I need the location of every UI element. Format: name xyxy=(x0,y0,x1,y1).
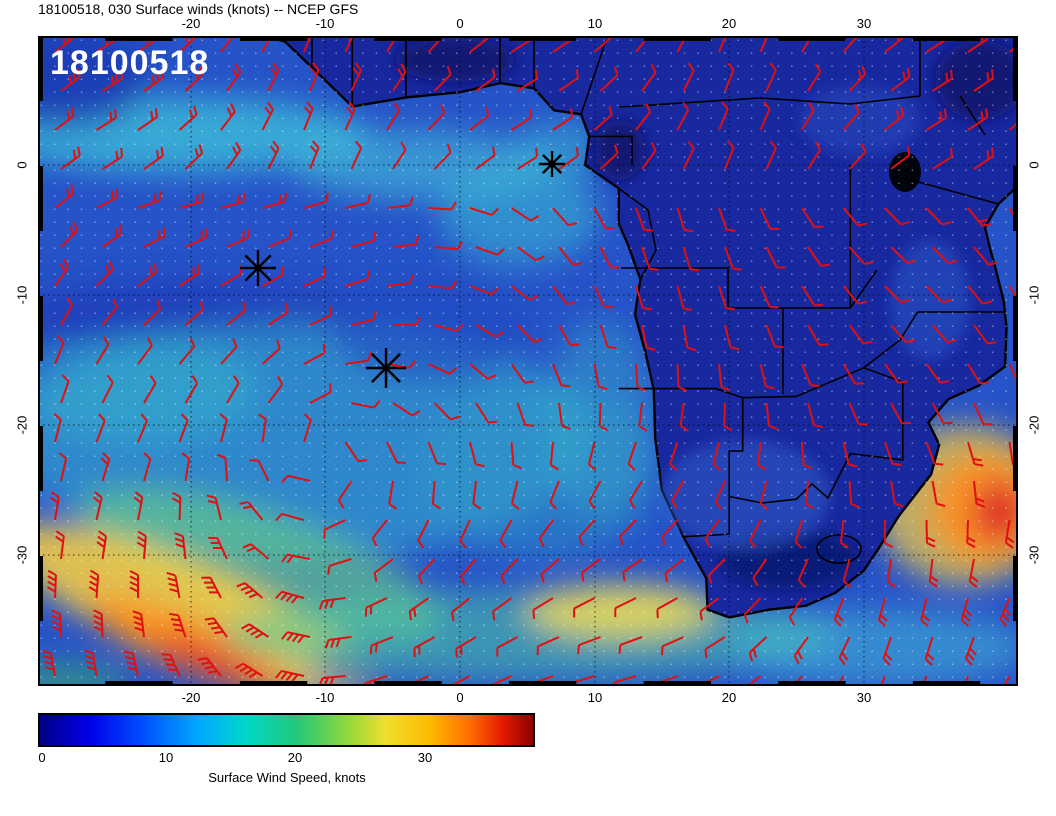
x-tick-top-2: 0 xyxy=(456,16,464,31)
colorbar xyxy=(38,713,535,747)
storm-markers-layer xyxy=(240,151,565,388)
x-tick-bottom-3: 10 xyxy=(587,690,603,705)
y-tick-right-3: -30 xyxy=(1026,545,1042,565)
colorbar-tick-1: 10 xyxy=(158,750,174,765)
map-canvas xyxy=(38,36,1018,686)
x-tick-top-4: 20 xyxy=(721,16,737,31)
y-tick-right-1: -10 xyxy=(1026,285,1042,305)
colorbar-tick-3: 30 xyxy=(417,750,433,765)
map-date-label: 18100518 xyxy=(50,44,210,82)
degree-dot-grid xyxy=(38,36,1018,686)
x-tick-top-3: 10 xyxy=(587,16,603,31)
y-tick-right-2: -20 xyxy=(1026,415,1042,435)
x-tick-bottom-5: 30 xyxy=(856,690,872,705)
colorbar-tick-0: 0 xyxy=(38,750,46,765)
y-tick-left-1: -10 xyxy=(14,285,30,305)
x-tick-bottom-0: -20 xyxy=(181,690,201,705)
x-tick-top-0: -20 xyxy=(181,16,201,31)
x-tick-bottom-2: 0 xyxy=(456,690,464,705)
colorbar-tick-2: 20 xyxy=(287,750,303,765)
colorbar-label: Surface Wind Speed, knots xyxy=(208,770,366,785)
x-tick-bottom-4: 20 xyxy=(721,690,737,705)
y-tick-left-0: 0 xyxy=(14,161,30,169)
x-tick-top-5: 30 xyxy=(856,16,872,31)
frame-tick-layer xyxy=(38,36,1018,686)
y-tick-right-0: 0 xyxy=(1026,161,1042,169)
x-tick-bottom-1: -10 xyxy=(315,690,335,705)
colorbar-gradient xyxy=(40,715,533,745)
map-frame xyxy=(38,36,1018,686)
y-tick-left-2: -20 xyxy=(14,415,30,435)
y-tick-left-3: -30 xyxy=(14,545,30,565)
x-tick-top-1: -10 xyxy=(315,16,335,31)
plot-title: 18100518, 030 Surface winds (knots) -- N… xyxy=(38,1,359,17)
wind-barbs-layer xyxy=(42,36,1018,686)
